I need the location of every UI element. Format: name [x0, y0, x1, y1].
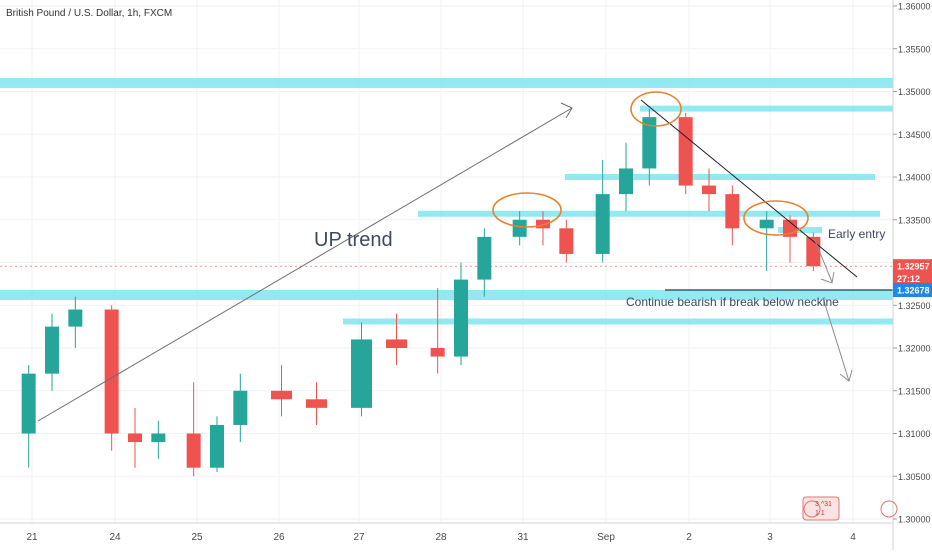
uptrend-line[interactable]: [37, 107, 573, 422]
x-tick-label: 31: [517, 532, 529, 543]
x-tick-label: 4: [850, 532, 856, 543]
candle-body: [759, 219, 774, 229]
drawings[interactable]: UP trend Early entry Continue bearish if…: [37, 91, 893, 422]
y-tick-label: 1.30000: [898, 515, 931, 525]
up-trend-label: UP trend: [314, 229, 393, 251]
candle-body: [678, 117, 693, 186]
x-tick-label: Sep: [597, 532, 615, 543]
head-ellipse[interactable]: [630, 91, 682, 127]
candle-body: [128, 433, 142, 443]
early-entry-label: Early entry: [828, 227, 885, 241]
y-tick-label: 1.34000: [898, 173, 931, 183]
candle-body: [512, 219, 527, 237]
candle-body: [430, 348, 445, 357]
early-entry-arrowhead: [820, 271, 835, 284]
y-tick-label: 1.32500: [898, 301, 931, 311]
candle-body: [559, 228, 574, 254]
left-shoulder-ellipse[interactable]: [492, 192, 562, 228]
uptrend-arrowhead: [560, 102, 573, 119]
price-badge-text-countdown: 27:12: [897, 274, 920, 284]
x-tick-label: 3: [767, 532, 773, 543]
candle-body: [595, 194, 610, 254]
candle-body: [21, 373, 36, 434]
y-tick-label: 1.31000: [898, 429, 931, 439]
candle-body: [210, 424, 224, 468]
continue-bearish-label: Continue bearish if break below neckine: [626, 295, 839, 309]
x-axis[interactable]: 21 24 25 26 27 28 31 Sep 2 3 4: [26, 532, 856, 543]
y-tick-label: 1.34500: [898, 130, 931, 140]
grid: [0, 0, 893, 523]
zone-band[interactable]: [418, 210, 880, 217]
candle-body: [386, 339, 407, 348]
candle-body: [477, 236, 492, 280]
x-tick-label: 2: [686, 532, 692, 543]
candle-body: [68, 309, 83, 327]
candle-body: [619, 168, 633, 195]
y-tick-label: 1.36000: [898, 2, 931, 12]
y-tick-label: 1.30500: [898, 472, 931, 482]
zone-band[interactable]: [0, 289, 893, 300]
chart-title: British Pound / U.S. Dollar, 1h, FXCM: [6, 8, 172, 19]
candle-body: [306, 399, 327, 408]
candle-body: [186, 433, 201, 468]
price-badge-text-current: 1.32957: [897, 262, 930, 272]
y-tick-label: 1.32000: [898, 344, 931, 354]
candle-body: [702, 185, 716, 195]
continue-arrow[interactable]: [822, 297, 850, 382]
watermark-circle-right: [880, 500, 898, 518]
continue-arrowhead: [839, 369, 853, 382]
y-tick-label: 1.35000: [898, 87, 931, 97]
x-tick-label: 25: [191, 532, 203, 543]
x-tick-label: 24: [109, 532, 121, 543]
candle-body: [642, 117, 657, 169]
candle-body: [271, 390, 292, 400]
y-tick-label: 1.31500: [898, 386, 931, 396]
zone-band[interactable]: [343, 318, 893, 325]
downtrend-line[interactable]: [640, 99, 858, 278]
candle-body: [151, 433, 166, 443]
x-tick-label: 27: [353, 532, 365, 543]
watermark-stamp: 3 ^31 1 1: [802, 496, 898, 521]
price-badge-countdown: [893, 271, 932, 286]
x-tick-label: 21: [26, 532, 38, 543]
x-tick-label: 28: [435, 532, 447, 543]
price-badge-text-neckline: 1.32678: [897, 286, 930, 296]
watermark-line1: 3 ^31: [815, 501, 832, 508]
y-tick-label: 1.35500: [898, 44, 931, 54]
price-badge-neckline: [893, 283, 932, 298]
candle-body: [725, 194, 740, 229]
price-labels: 1.32957 27:12 1.32678: [893, 259, 932, 298]
candle-body: [454, 279, 468, 357]
right-shoulder-ellipse[interactable]: [743, 200, 809, 236]
early-entry-arrow[interactable]: [813, 237, 833, 283]
y-tick-label: 1.33500: [898, 215, 931, 225]
price-badge-current: [893, 259, 932, 274]
candle-body: [351, 339, 372, 408]
watermark-box: [802, 496, 840, 521]
candle-body: [536, 219, 550, 229]
watermark-circle: [803, 500, 821, 518]
candle-body: [45, 326, 59, 374]
zone-band[interactable]: [0, 77, 893, 88]
zone-band[interactable]: [640, 105, 893, 112]
watermark-line2: 1 1: [815, 510, 825, 517]
candles: [21, 108, 821, 477]
candle-body: [233, 390, 248, 425]
x-tick-label: 26: [273, 532, 285, 543]
zone-band[interactable]: [565, 174, 875, 180]
candle-body: [104, 309, 119, 434]
